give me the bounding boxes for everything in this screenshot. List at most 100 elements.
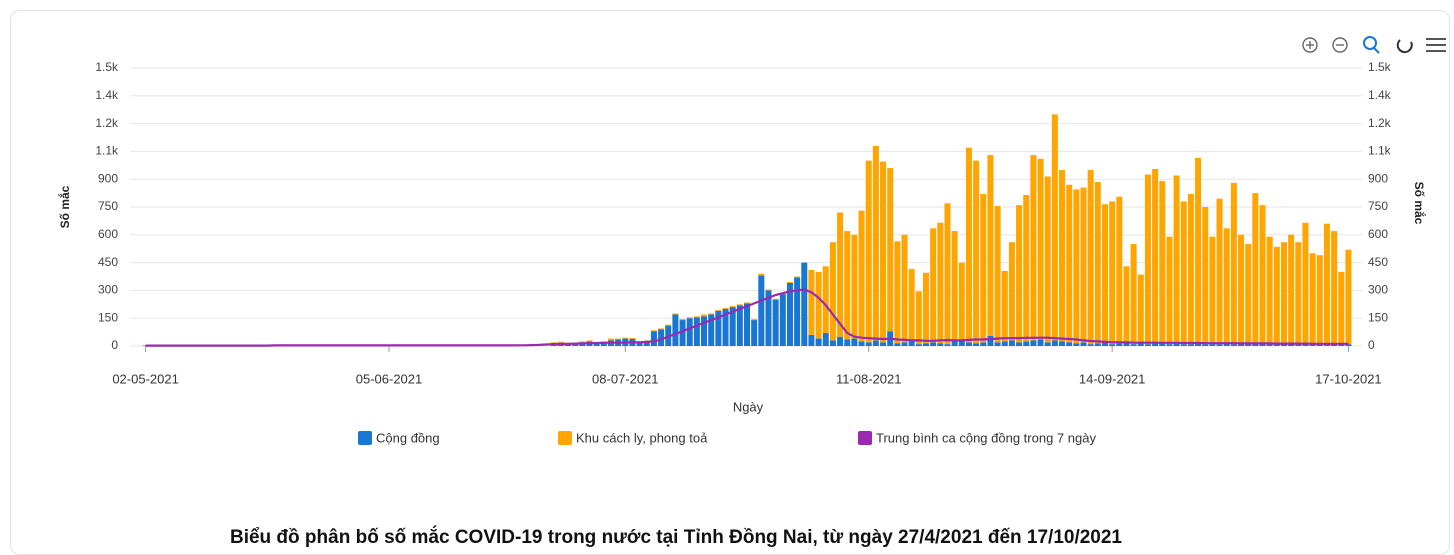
bar <box>586 340 592 341</box>
bar <box>1217 344 1223 346</box>
bar <box>1288 235 1294 344</box>
bar <box>1224 228 1230 343</box>
x-tick-label: 14-09-2021 <box>1079 371 1146 386</box>
bar <box>787 282 793 283</box>
bar <box>966 148 972 343</box>
bar <box>651 330 657 331</box>
zoom-in-button[interactable] <box>1303 38 1317 52</box>
y-tick-label: 1.4k <box>95 88 119 102</box>
bar <box>680 319 686 320</box>
bar <box>959 263 965 341</box>
bar <box>987 336 993 346</box>
bar <box>1181 344 1187 346</box>
y2-axis-label: Số mắc <box>1412 182 1427 225</box>
bar <box>651 331 657 346</box>
bar <box>694 317 700 346</box>
bar <box>823 333 829 346</box>
legend-label: Cộng đồng <box>376 430 440 445</box>
menu-button[interactable] <box>1426 39 1446 51</box>
bar <box>937 223 943 343</box>
y2-tick-label: 600 <box>1368 227 1388 241</box>
legend-swatch <box>858 431 872 445</box>
bar <box>1267 237 1273 344</box>
bar <box>823 266 829 333</box>
bar <box>1331 231 1337 344</box>
zoom-button[interactable] <box>1364 37 1379 53</box>
legend-label: Khu cách ly, phong toả <box>576 430 708 445</box>
y-tick-label: 1.5k <box>95 60 119 74</box>
bar <box>1345 250 1351 345</box>
reset-button[interactable] <box>1398 40 1412 52</box>
legend-label: Trung bình ca cộng đồng trong 7 ngày <box>876 430 1096 445</box>
y2-tick-label: 150 <box>1368 310 1388 324</box>
bar <box>930 228 936 342</box>
zoom-out-button[interactable] <box>1333 38 1347 52</box>
bar <box>1095 182 1101 343</box>
bar <box>866 161 872 343</box>
bar <box>1059 341 1065 346</box>
bar <box>1116 197 1122 343</box>
bar <box>1016 205 1022 342</box>
bar <box>758 276 764 346</box>
bar <box>701 316 707 346</box>
x-tick-label: 02-05-2021 <box>112 371 179 386</box>
bar <box>1038 340 1044 346</box>
y2-tick-label: 1.5k <box>1368 60 1392 74</box>
bar <box>1045 342 1051 346</box>
bar <box>1038 159 1044 340</box>
bar <box>773 299 779 300</box>
bar <box>916 344 922 346</box>
y-tick-label: 900 <box>98 171 118 185</box>
bar <box>844 340 850 346</box>
bar <box>830 242 836 340</box>
y-tick-label: 1.1k <box>95 144 119 158</box>
bar <box>1252 193 1258 343</box>
bar <box>859 341 865 346</box>
bar <box>952 231 958 341</box>
bar <box>687 317 693 318</box>
bar <box>744 303 750 346</box>
bar <box>1023 341 1029 346</box>
bar <box>629 338 635 339</box>
bar <box>1088 344 1094 346</box>
bar <box>1138 275 1144 344</box>
bar <box>1030 155 1036 340</box>
bar <box>1131 344 1137 346</box>
bar <box>1231 344 1237 346</box>
bar <box>909 341 915 346</box>
toolbar <box>1303 37 1446 53</box>
bar <box>751 320 757 346</box>
bar <box>1095 343 1101 346</box>
bar <box>909 269 915 341</box>
bar <box>1274 247 1280 344</box>
x-tick-label: 17-10-2021 <box>1315 371 1382 386</box>
bar <box>1145 175 1151 345</box>
bar <box>851 235 857 339</box>
y2-tick-label: 1.4k <box>1368 88 1392 102</box>
bar <box>844 231 850 339</box>
bar <box>1131 244 1137 344</box>
bar <box>1081 342 1087 346</box>
y2-tick-label: 300 <box>1368 283 1388 297</box>
bar <box>730 306 736 307</box>
y-tick-label: 1.2k <box>95 116 119 130</box>
bar <box>701 314 707 316</box>
bar <box>737 304 743 305</box>
bar <box>1181 201 1187 344</box>
bar <box>1009 340 1015 346</box>
bar <box>1002 341 1008 346</box>
bar <box>622 338 628 339</box>
bar <box>1066 185 1072 343</box>
bar <box>837 213 843 337</box>
bar <box>1302 223 1308 343</box>
bar <box>1188 344 1194 346</box>
bar <box>894 343 900 346</box>
bar <box>880 162 886 343</box>
x-axis-label: Ngày <box>733 399 764 414</box>
x-tick-label: 08-07-2021 <box>592 371 659 386</box>
bar <box>1338 272 1344 344</box>
bar <box>880 342 886 346</box>
bar <box>794 277 800 346</box>
bar <box>615 339 621 340</box>
